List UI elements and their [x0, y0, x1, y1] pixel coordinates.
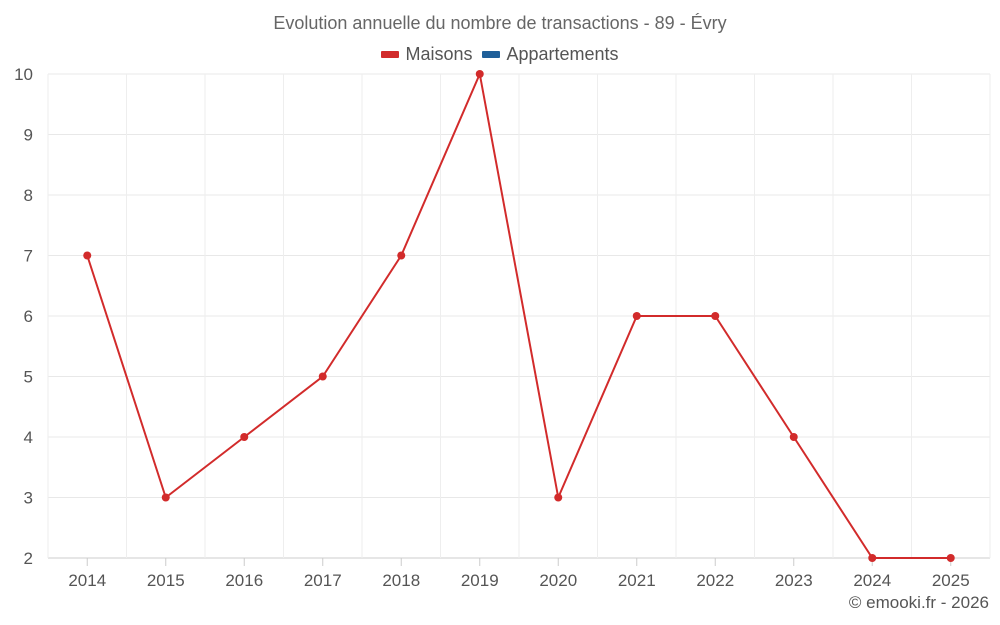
x-tick-label: 2022: [696, 571, 734, 590]
data-point: [946, 554, 955, 562]
legend-label-appartements: Appartements: [506, 44, 619, 64]
y-tick-label: 7: [24, 247, 33, 266]
data-point: [789, 433, 798, 441]
data-point: [318, 372, 327, 381]
x-tick-label: 2024: [853, 571, 891, 590]
data-point: [632, 312, 641, 320]
x-tick-label: 2014: [68, 571, 106, 590]
y-tick-label: 4: [24, 428, 33, 447]
data-point: [240, 433, 249, 441]
y-tick-label: 10: [14, 65, 33, 84]
data-point: [554, 493, 563, 502]
legend-swatch-appartements: [482, 51, 501, 58]
x-tick-label: 2018: [382, 571, 420, 590]
y-tick-label: 2: [24, 549, 33, 568]
legend-item-maisons[interactable]: Maisons: [381, 44, 472, 65]
chart-title: Evolution annuelle du nombre de transact…: [273, 13, 727, 33]
x-tick-label: 2019: [461, 571, 499, 590]
data-point: [397, 251, 406, 260]
series-line-maisons: [86, 73, 951, 559]
x-tick-label: 2015: [147, 571, 185, 590]
x-tick-label: 2025: [932, 571, 970, 590]
data-point: [83, 251, 92, 260]
legend: Maisons Appartements: [0, 44, 1000, 65]
legend-item-appartements[interactable]: Appartements: [482, 44, 619, 65]
data-point: [868, 554, 877, 562]
legend-label-maisons: Maisons: [405, 44, 473, 64]
x-tick-label: 2017: [304, 571, 342, 590]
x-tick-label: 2020: [539, 571, 577, 590]
y-tick-label: 8: [24, 186, 33, 205]
data-point: [161, 493, 170, 502]
data-point: [475, 70, 484, 78]
x-tick-label: 2023: [775, 571, 813, 590]
data-point: [711, 312, 720, 320]
y-tick-label: 3: [24, 489, 33, 508]
y-tick-label: 6: [24, 307, 33, 326]
y-tick-label: 9: [24, 126, 33, 145]
legend-swatch-maisons: [381, 51, 400, 58]
x-tick-label: 2021: [618, 571, 656, 590]
x-tick-label: 2016: [225, 571, 263, 590]
credit-text: © emooki.fr - 2026: [848, 593, 989, 612]
y-tick-label: 5: [24, 368, 33, 387]
